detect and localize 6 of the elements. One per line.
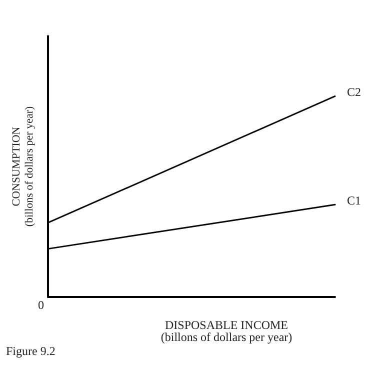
y-axis-title: CONSUMPTION (billons of dollars per year) xyxy=(10,106,36,227)
text: 0 xyxy=(38,298,44,312)
series-label: C2 xyxy=(347,85,362,100)
caption: Figure 9.2 xyxy=(6,344,56,358)
x-axis-title: DISPOSABLE INCOME (billons of dollars per year) xyxy=(160,318,292,344)
series-label: C1 xyxy=(347,194,362,208)
